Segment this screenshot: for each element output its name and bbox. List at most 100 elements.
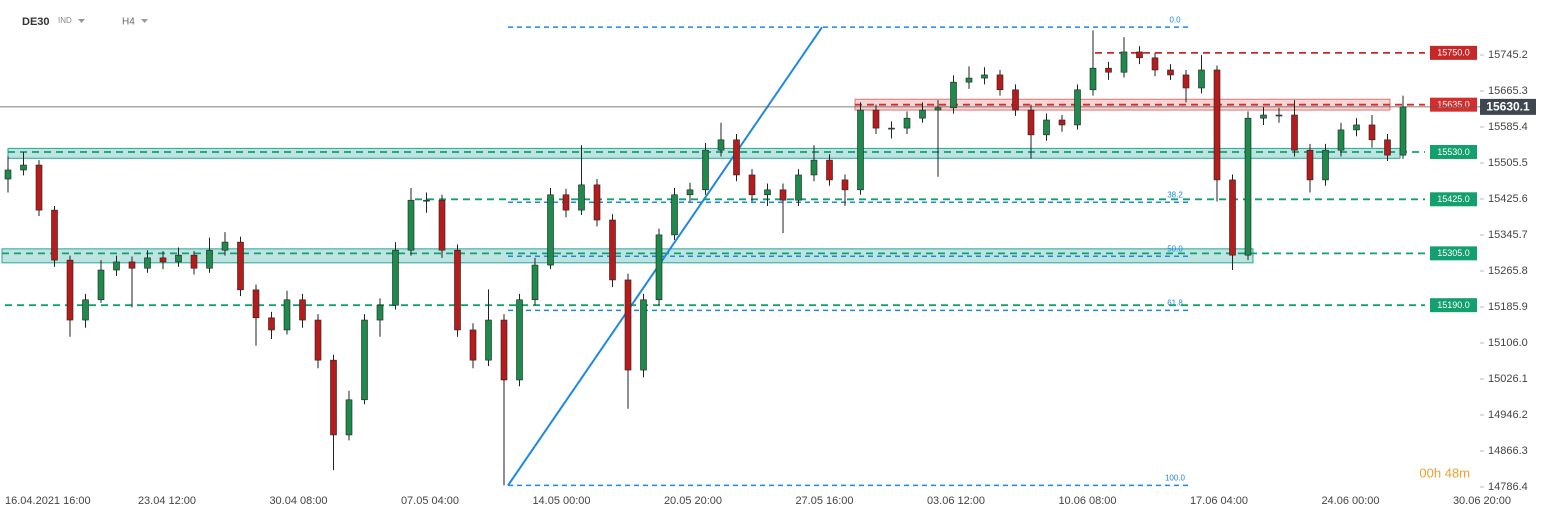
- candle-body: [1012, 89, 1019, 111]
- level-label: 15305.0: [1437, 248, 1470, 258]
- candle-body: [1291, 114, 1298, 151]
- candle-body: [531, 264, 539, 301]
- candle-body: [1058, 119, 1066, 126]
- x-tick-label: 23.04 12:00: [138, 495, 196, 507]
- y-tick-label: 15265.8: [1488, 265, 1528, 277]
- candle-body: [516, 299, 523, 381]
- fib-label: 61.8: [1167, 298, 1183, 307]
- candle-body: [221, 241, 229, 251]
- candle-body: [547, 194, 554, 266]
- candle-body: [1368, 124, 1376, 141]
- candle-body: [268, 317, 275, 331]
- candle-body: [175, 254, 182, 263]
- candle-body: [1306, 149, 1314, 181]
- candle-body: [299, 299, 306, 321]
- candle-body: [314, 319, 322, 361]
- y-tick-label: 15585.4: [1488, 121, 1528, 133]
- y-tick-label: 15026.1: [1488, 373, 1528, 385]
- y-tick-label: 14866.3: [1488, 445, 1528, 457]
- x-tick-label: 24.06 00:00: [1321, 495, 1379, 507]
- candle-body: [593, 184, 601, 221]
- candle-body: [330, 359, 337, 436]
- level-tag: [1430, 192, 1477, 207]
- candle-body: [950, 81, 957, 109]
- candle-body: [1229, 179, 1236, 256]
- candle-body: [562, 194, 570, 211]
- candle-body: [1105, 67, 1112, 73]
- candle-body: [1151, 57, 1159, 71]
- candle-body: [1399, 106, 1407, 156]
- candle-body: [795, 174, 802, 201]
- candle-body: [454, 249, 461, 331]
- candle-body: [190, 254, 198, 269]
- fib-label: 0.0: [1169, 15, 1181, 24]
- candle-body: [35, 164, 43, 211]
- candle-body: [1244, 117, 1252, 256]
- candle-body: [159, 257, 167, 263]
- x-tick-label: 03.06 12:00: [927, 495, 985, 507]
- y-tick-label: 15106.0: [1488, 337, 1528, 349]
- candle-body: [1043, 119, 1050, 136]
- trend-line: [507, 26, 823, 486]
- level-label: 15190.0: [1437, 300, 1470, 310]
- candle-body: [779, 189, 787, 201]
- x-tick-label: 20.05 20:00: [664, 495, 722, 507]
- candle-body: [97, 269, 105, 301]
- candle-body: [469, 329, 477, 361]
- candle-body: [919, 109, 926, 119]
- candle-body: [392, 249, 399, 306]
- candle-body: [206, 249, 213, 269]
- level-label: 15530.0: [1437, 147, 1470, 157]
- candle-body: [934, 107, 942, 111]
- candle-body: [717, 139, 725, 151]
- level-tag: [1430, 298, 1477, 313]
- candle-body: [981, 74, 988, 79]
- candle-body: [872, 109, 880, 129]
- candle-body: [144, 257, 151, 269]
- candle-body: [66, 259, 74, 321]
- market: IND: [58, 16, 72, 25]
- level-tag: [1430, 45, 1477, 60]
- x-tick-label: 27.05 16:00: [795, 495, 853, 507]
- candle-body: [686, 189, 694, 196]
- x-tick-label: 14.05 00:00: [532, 495, 590, 507]
- candle-body: [857, 109, 864, 191]
- candle-body: [1136, 51, 1143, 59]
- candle-body: [903, 117, 911, 129]
- candle-body: [609, 219, 616, 281]
- candle-body: [1167, 69, 1174, 76]
- candle-body: [283, 299, 291, 331]
- dropdown-icon[interactable]: [78, 19, 85, 23]
- candle-body: [407, 199, 415, 251]
- candle-body: [438, 199, 446, 251]
- candle-body: [1322, 149, 1329, 181]
- level-label: 15635.0: [1437, 100, 1470, 110]
- candle-body: [423, 199, 430, 202]
- candle-body: [113, 261, 120, 271]
- candle-body: [128, 261, 136, 269]
- level-label: 15425.0: [1437, 194, 1470, 204]
- candle-body: [500, 319, 508, 381]
- timeframe[interactable]: H4: [122, 17, 135, 28]
- bar-timer: 00h 48m: [1419, 465, 1470, 480]
- level-label: 15750.0: [1437, 48, 1470, 58]
- candle-body: [1337, 129, 1345, 151]
- candle-body: [655, 234, 663, 301]
- fib-label: 50.0: [1167, 244, 1183, 253]
- candle-body: [748, 174, 756, 196]
- candle-body: [376, 304, 384, 321]
- candle-body: [1074, 89, 1081, 126]
- candle-body: [1260, 114, 1267, 119]
- current-price: 15630.1: [1486, 100, 1530, 114]
- y-tick-label: 15345.7: [1488, 229, 1528, 241]
- symbol[interactable]: DE30: [22, 16, 50, 28]
- candle-body: [1182, 74, 1190, 89]
- candle-body: [237, 241, 244, 291]
- candle-body: [485, 319, 492, 361]
- candle-body: [1198, 69, 1205, 89]
- dropdown-icon[interactable]: [141, 19, 148, 23]
- level-tag: [1430, 144, 1477, 159]
- candle-body: [733, 139, 740, 176]
- candle-body: [252, 289, 260, 319]
- fib-label: 100.0: [1165, 474, 1186, 483]
